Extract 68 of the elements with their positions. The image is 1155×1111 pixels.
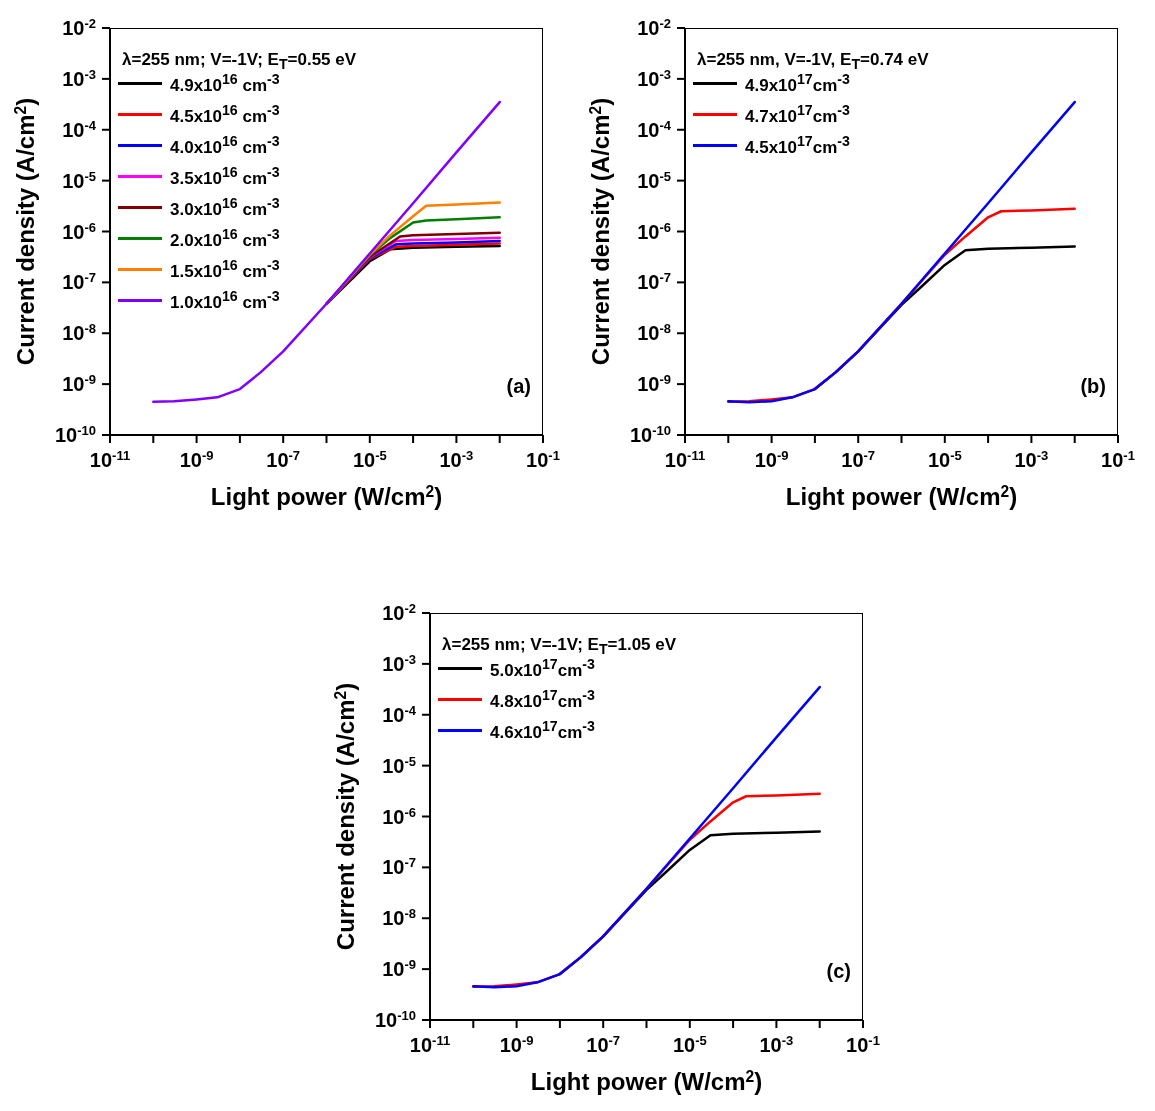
legend-label: 3.0x10$^{16}$ cm$^{-3}$ [170, 195, 280, 220]
y-tick-label: 10$^{-10}$ [374, 1007, 416, 1031]
legend-label: 4.8x10$^{17}$cm$^{-3}$ [490, 687, 595, 712]
legend-label: 4.9x10$^{16}$ cm$^{-3}$ [170, 71, 280, 96]
y-tick-label: 10$^{-2}$ [637, 15, 671, 39]
y-tick-label: 10$^{-7}$ [382, 854, 416, 879]
x-tick-label: 10$^{-11}$ [89, 447, 131, 471]
legend-label: 4.9x10$^{17}$cm$^{-3}$ [745, 71, 850, 96]
x-tick-label: 10$^{-1}$ [1101, 447, 1135, 471]
y-tick-label: 10$^{-8}$ [637, 320, 671, 345]
x-tick-label: 10$^{-5}$ [352, 447, 387, 471]
y-tick-label: 10$^{-7}$ [637, 269, 671, 294]
y-tick-label: 10$^{-8}$ [62, 320, 96, 345]
legend-label: 4.0x10$^{16}$ cm$^{-3}$ [170, 133, 280, 158]
y-tick-label: 10$^{-3}$ [62, 66, 96, 90]
y-tick-label: 10$^{-10}$ [629, 422, 671, 446]
x-axis-title: Light power (W/cm$^{2}$) [210, 482, 443, 510]
annotation: (b) [1080, 375, 1106, 398]
x-tick-label: 10$^{-11}$ [664, 447, 706, 471]
annotation: (c) [826, 960, 851, 983]
legend-label: 1.5x10$^{16}$ cm$^{-3}$ [170, 257, 280, 282]
y-tick-label: 10$^{-2}$ [62, 15, 96, 39]
x-tick-label: 10$^{-7}$ [586, 1032, 621, 1056]
x-tick-label: 10$^{-9}$ [499, 1032, 534, 1056]
y-tick-label: 10$^{-5}$ [62, 168, 96, 192]
x-tick-label: 10$^{-3}$ [759, 1032, 794, 1056]
legend-label: 2.0x10$^{16}$ cm$^{-3}$ [170, 226, 280, 251]
y-tick-label: 10$^{-5}$ [637, 168, 671, 192]
y-tick-label: 10$^{-6}$ [62, 219, 96, 243]
legend-label: 4.5x10$^{17}$cm$^{-3}$ [745, 133, 850, 158]
y-tick-label: 10$^{-6}$ [382, 804, 416, 828]
legend-label: 4.6x10$^{17}$cm$^{-3}$ [490, 718, 595, 743]
y-tick-label: 10$^{-9}$ [637, 371, 671, 396]
y-tick-label: 10$^{-5}$ [382, 753, 416, 777]
x-tick-label: 10$^{-3}$ [439, 447, 474, 471]
y-tick-label: 10$^{-9}$ [62, 371, 96, 396]
y-tick-label: 10$^{-4}$ [62, 117, 97, 141]
legend-label: 5.0x10$^{17}$cm$^{-3}$ [490, 656, 595, 681]
x-tick-label: 10$^{-11}$ [409, 1032, 451, 1056]
x-axis-title: Light power (W/cm$^{2}$) [530, 1067, 763, 1095]
x-tick-label: 10$^{-5}$ [672, 1032, 707, 1056]
x-tick-label: 10$^{-5}$ [927, 447, 962, 471]
legend-label: 3.5x10$^{16}$ cm$^{-3}$ [170, 164, 280, 189]
legend-label: 4.5x10$^{16}$ cm$^{-3}$ [170, 102, 280, 127]
annotation: λ=255 nm, V=-1V, E$_{T}$=0.74 eV [697, 50, 929, 73]
x-tick-label: 10$^{-9}$ [179, 447, 214, 471]
y-tick-label: 10$^{-6}$ [637, 219, 671, 243]
legend-label: 1.0x10$^{16}$ cm$^{-3}$ [170, 288, 280, 313]
y-tick-label: 10$^{-4}$ [382, 702, 417, 726]
legend-label: 4.7x10$^{17}$cm$^{-3}$ [745, 102, 850, 127]
x-tick-label: 10$^{-1}$ [526, 447, 560, 471]
y-tick-label: 10$^{-3}$ [637, 66, 671, 90]
y-tick-label: 10$^{-3}$ [382, 651, 416, 675]
x-tick-label: 10$^{-1}$ [846, 1032, 880, 1056]
annotation: (a) [506, 375, 531, 398]
x-tick-label: 10$^{-7}$ [841, 447, 876, 471]
y-tick-label: 10$^{-10}$ [54, 422, 96, 446]
x-tick-label: 10$^{-3}$ [1014, 447, 1049, 471]
x-tick-label: 10$^{-7}$ [266, 447, 301, 471]
annotation: λ=255 nm; V=-1V; E$_{T}$=1.05 eV [442, 635, 677, 658]
y-tick-label: 10$^{-9}$ [382, 956, 416, 981]
y-tick-label: 10$^{-8}$ [382, 905, 416, 930]
y-tick-label: 10$^{-7}$ [62, 269, 96, 294]
y-tick-label: 10$^{-4}$ [637, 117, 672, 141]
annotation: λ=255 nm; V=-1V; E$_{T}$=0.55 eV [122, 50, 357, 73]
x-axis-title: Light power (W/cm$^{2}$) [785, 482, 1018, 510]
y-tick-label: 10$^{-2}$ [382, 600, 416, 624]
x-tick-label: 10$^{-9}$ [754, 447, 789, 471]
